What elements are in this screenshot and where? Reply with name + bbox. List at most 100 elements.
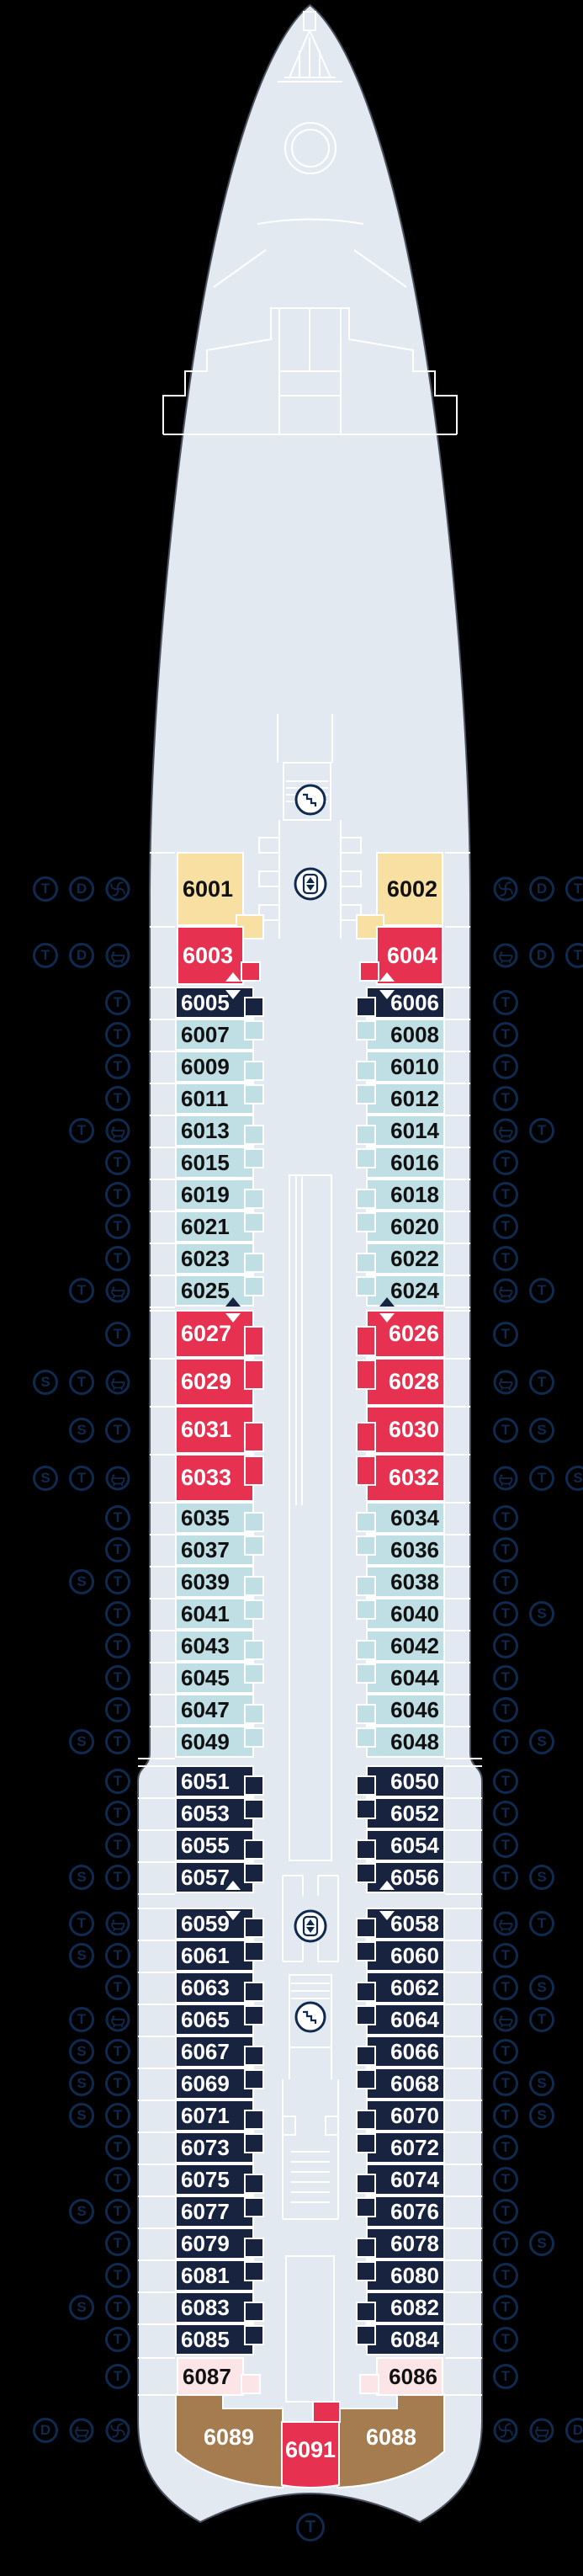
cabin-6005[interactable]: 6005 (175, 987, 254, 1019)
balcony-line-left (138, 1797, 175, 1799)
cabin-number: 6040 (390, 1600, 439, 1626)
cabin-6012[interactable]: 6012 (366, 1083, 445, 1115)
cabin-6049[interactable]: 6049 (175, 1726, 254, 1758)
cabin-6002[interactable]: 6002 (376, 852, 443, 926)
icon-S: S (529, 2103, 554, 2128)
cabin-6004[interactable]: 6004 (376, 926, 443, 985)
cabin-6083[interactable]: 6083 (175, 2291, 254, 2323)
cabin-6043[interactable]: 6043 (175, 1630, 254, 1662)
cabin-6067[interactable]: 6067 (175, 2036, 254, 2068)
cabin-6033[interactable]: 6033 (175, 1454, 254, 1502)
cabin-6046[interactable]: 6046 (366, 1694, 445, 1726)
cabin-6013[interactable]: 6013 (175, 1115, 254, 1147)
cabin-6044[interactable]: 6044 (366, 1662, 445, 1694)
cabin-6028[interactable]: 6028 (366, 1358, 445, 1406)
cabin-6075[interactable]: 6075 (175, 2164, 254, 2195)
cabin-6054[interactable]: 6054 (366, 1829, 445, 1861)
cabin-pod (244, 1326, 264, 1356)
icon-letter: T (501, 2299, 511, 2315)
cabin-6076[interactable]: 6076 (366, 2195, 445, 2227)
cabin-6091[interactable] (281, 2401, 341, 2488)
cabin-6071[interactable]: 6071 (175, 2100, 254, 2132)
icon-letter: D (76, 881, 87, 897)
cabin-6082[interactable]: 6082 (366, 2291, 445, 2323)
cabin-6081[interactable]: 6081 (175, 2259, 254, 2291)
cabin-6035[interactable]: 6035 (175, 1502, 254, 1534)
cabin-6062[interactable]: 6062 (366, 1972, 445, 2004)
cabin-6069[interactable]: 6069 (175, 2068, 254, 2100)
balcony-line-right (445, 1019, 470, 1020)
cabin-6060[interactable]: 6060 (366, 1940, 445, 1972)
cabin-6050[interactable]: 6050 (366, 1765, 445, 1797)
cabin-6022[interactable]: 6022 (366, 1243, 445, 1275)
cabin-6014[interactable]: 6014 (366, 1115, 445, 1147)
cabin-6006[interactable]: 6006 (366, 987, 445, 1019)
cabin-6026[interactable]: 6026 (366, 1310, 445, 1358)
cabin-6070[interactable]: 6070 (366, 2100, 445, 2132)
cabin-6018[interactable]: 6018 (366, 1179, 445, 1211)
cabin-number: 6013 (181, 1117, 230, 1143)
cabin-6078[interactable]: 6078 (366, 2227, 445, 2259)
cabin-6068[interactable]: 6068 (366, 2068, 445, 2100)
cabin-6023[interactable]: 6023 (175, 1243, 254, 1275)
cabin-6073[interactable]: 6073 (175, 2132, 254, 2164)
cabin-6016[interactable]: 6016 (366, 1147, 445, 1179)
icon-S: S (69, 2039, 94, 2064)
cabin-6053[interactable]: 6053 (175, 1797, 254, 1829)
cabin-6047[interactable]: 6047 (175, 1694, 254, 1726)
cabin-6029[interactable]: 6029 (175, 1358, 254, 1406)
cabin-6074[interactable]: 6074 (366, 2164, 445, 2195)
cabin-6041[interactable]: 6041 (175, 1598, 254, 1630)
cabin-6085[interactable]: 6085 (175, 2323, 254, 2355)
cabin-6059[interactable]: 6059 (175, 1908, 254, 1940)
cabin-6034[interactable]: 6034 (366, 1502, 445, 1534)
cabin-6025[interactable]: 6025 (175, 1275, 254, 1307)
cabin-6072[interactable]: 6072 (366, 2132, 445, 2164)
cabin-6055[interactable]: 6055 (175, 1829, 254, 1861)
cabin-6001[interactable]: 6001 (177, 852, 244, 926)
cabin-6064[interactable]: 6064 (366, 2004, 445, 2036)
cabin-6048[interactable]: 6048 (366, 1726, 445, 1758)
bathtub-icon-wrap (105, 2007, 130, 2036)
cabin-6030[interactable]: 6030 (366, 1406, 445, 1454)
cabin-6077[interactable]: 6077 (175, 2195, 254, 2227)
cabin-6051[interactable]: 6051 (175, 1765, 254, 1797)
cabin-number: 6079 (181, 2230, 230, 2256)
cabin-6020[interactable]: 6020 (366, 1211, 445, 1243)
feature-icons-left: T (105, 1321, 130, 1347)
cabin-6061[interactable]: 6061 (175, 1940, 254, 1972)
cabin-6024[interactable]: 6024 (366, 1275, 445, 1307)
cabin-6031[interactable]: 6031 (175, 1406, 254, 1454)
cabin-6036[interactable]: 6036 (366, 1534, 445, 1566)
cabin-6065[interactable]: 6065 (175, 2004, 254, 2036)
cabin-6087[interactable]: 6087 (177, 2357, 244, 2396)
cabin-6086[interactable]: 6086 (376, 2357, 443, 2396)
cabin-6039[interactable]: 6039 (175, 1566, 254, 1598)
cabin-6021[interactable]: 6021 (175, 1211, 254, 1243)
cabin-6084[interactable]: 6084 (366, 2323, 445, 2355)
cabin-6011[interactable]: 6011 (175, 1083, 254, 1115)
cabin-6019[interactable]: 6019 (175, 1179, 254, 1211)
cabin-6010[interactable]: 6010 (366, 1051, 445, 1083)
cabin-6045[interactable]: 6045 (175, 1662, 254, 1694)
cabin-6079[interactable]: 6079 (175, 2227, 254, 2259)
cabin-6042[interactable]: 6042 (366, 1630, 445, 1662)
cabin-6027[interactable]: 6027 (175, 1310, 254, 1358)
cabin-6007[interactable]: 6007 (175, 1019, 254, 1051)
cabin-6037[interactable]: 6037 (175, 1534, 254, 1566)
cabin-6057[interactable]: 6057 (175, 1861, 254, 1893)
cabin-6015[interactable]: 6015 (175, 1147, 254, 1179)
cabin-6038[interactable]: 6038 (366, 1566, 445, 1598)
cabin-6058[interactable]: 6058 (366, 1908, 445, 1940)
icon-letter: D (572, 2422, 583, 2438)
cabin-6066[interactable]: 6066 (366, 2036, 445, 2068)
cabin-6008[interactable]: 6008 (366, 1019, 445, 1051)
cabin-6009[interactable]: 6009 (175, 1051, 254, 1083)
cabin-6032[interactable]: 6032 (366, 1454, 445, 1502)
cabin-6040[interactable]: 6040 (366, 1598, 445, 1630)
cabin-6052[interactable]: 6052 (366, 1797, 445, 1829)
cabin-6063[interactable]: 6063 (175, 1972, 254, 2004)
cabin-6056[interactable]: 6056 (366, 1861, 445, 1893)
cabin-6080[interactable]: 6080 (366, 2259, 445, 2291)
